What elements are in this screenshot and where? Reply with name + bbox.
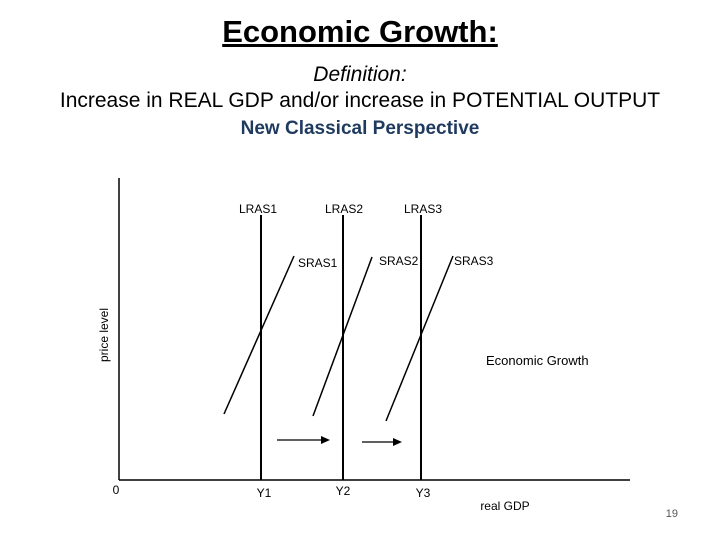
economic-growth-annotation: Economic Growth — [486, 353, 589, 368]
page-number: 19 — [665, 508, 678, 520]
economic-growth-diagram: price level real GDP 0 LRAS1 LRAS2 LRAS3… — [90, 170, 650, 530]
diagram-svg: price level real GDP 0 LRAS1 LRAS2 LRAS3… — [97, 178, 630, 513]
sras1-label: SRAS1 — [298, 256, 338, 270]
lras3-label: LRAS3 — [404, 202, 442, 216]
definition-heading: Definition: — [313, 63, 407, 86]
y3-label: Y3 — [416, 486, 431, 500]
x-axis-label: real GDP — [480, 499, 529, 513]
lras2-label: LRAS2 — [325, 202, 363, 216]
growth-arrow-2 — [362, 438, 402, 446]
growth-arrow-1 — [277, 436, 330, 444]
y1-label: Y1 — [257, 486, 272, 500]
slide-title: Economic Growth: — [222, 14, 498, 49]
lras1-label: LRAS1 — [239, 202, 277, 216]
sras2-curve — [312, 256, 373, 417]
y-axis-label: price level — [97, 308, 111, 362]
sras2-label: SRAS2 — [379, 254, 419, 268]
sras1-curve — [223, 255, 295, 415]
perspective-heading: New Classical Perspective — [240, 118, 480, 139]
sras3-label: SRAS3 — [454, 254, 494, 268]
origin-label: 0 — [113, 483, 120, 497]
definition-text: Increase in REAL GDP and/or increase in … — [59, 89, 661, 112]
sras3-curve — [385, 255, 454, 422]
y2-label: Y2 — [336, 484, 351, 498]
